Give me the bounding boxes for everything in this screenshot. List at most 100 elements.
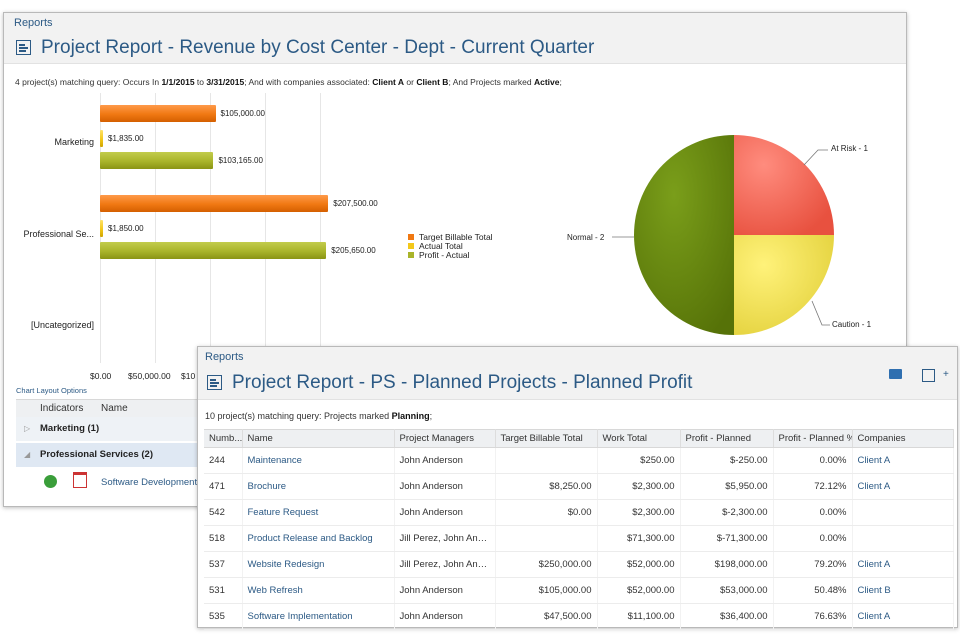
calendar-icon — [73, 472, 87, 488]
cell-managers: John Anderson — [394, 577, 496, 604]
cell-company[interactable]: Client A — [852, 603, 954, 630]
table-row[interactable]: 537 Website Redesign Jill Perez, John Ande… — [204, 551, 954, 578]
chart-x-tick-label: $50,000.00 — [128, 371, 171, 381]
cell-profit-pct: 76.63% — [773, 603, 853, 630]
cell-managers: Jill Perez, John Ander... — [394, 551, 496, 578]
column-profit-planned[interactable]: Profit - Planned — [680, 429, 774, 448]
row-name-link[interactable]: Software Development — [101, 477, 198, 488]
chart-gridline — [155, 93, 156, 363]
cell-name[interactable]: Product Release and Backlog — [242, 525, 395, 552]
chart-bar-label: $1,835.00 — [108, 134, 144, 143]
table-row[interactable]: Software Development — [16, 469, 904, 495]
column-project-managers[interactable]: Project Managers — [394, 429, 496, 448]
cell-number: 518 — [204, 525, 243, 552]
cell-company[interactable] — [852, 499, 954, 526]
cell-number: 537 — [204, 551, 243, 578]
chart-bar-label: $105,000.00 — [220, 109, 266, 118]
query-description: 10 project(s) matching query: Projects m… — [205, 411, 433, 421]
chart-bar-label: $205,650.00 — [331, 246, 376, 255]
cell-company[interactable]: Client B — [852, 577, 954, 604]
chart-gridline — [210, 93, 211, 363]
cell-profit-planned: $36,400.00 — [680, 603, 774, 630]
page-title: Project Report - PS - Planned Projects -… — [232, 372, 693, 393]
table-row[interactable]: 531 Web Refresh John Anderson $105,000.00 $5… — [204, 577, 954, 604]
cell-work-total: $52,000.00 — [597, 551, 681, 578]
column-number[interactable]: Numb... — [204, 429, 243, 448]
report-header — [198, 347, 957, 400]
cell-profit-planned: $-2,300.00 — [680, 499, 774, 526]
chart-bar[interactable] — [100, 152, 214, 169]
pie-label-normal: Normal - 2 — [567, 233, 605, 242]
cell-work-total: $250.00 — [597, 447, 681, 474]
table-row[interactable]: 535 Software Implementation John Anderson $… — [204, 603, 954, 630]
cell-number: 471 — [204, 473, 243, 500]
chart-bar-label: $1,850.00 — [108, 224, 144, 233]
cell-company[interactable]: Client A — [852, 551, 954, 578]
add-icon[interactable]: + — [943, 369, 949, 380]
group-label: Marketing (1) — [40, 423, 100, 434]
cell-name[interactable]: Maintenance — [242, 447, 395, 474]
pie-label-at-risk: At Risk - 1 — [831, 144, 868, 153]
page-title: Project Report - Revenue by Cost Center … — [41, 37, 595, 58]
pie-slice-normal[interactable] — [634, 135, 734, 335]
report-icon — [207, 375, 222, 390]
cell-name[interactable]: Web Refresh — [242, 577, 395, 604]
cell-target-billable — [495, 447, 598, 474]
chart-bar[interactable] — [100, 130, 103, 147]
report-panel-planned-profit: Reports Project Report - PS - Planned Pr… — [197, 346, 958, 630]
legend-item-profit: Profit - Actual — [408, 250, 493, 260]
cell-work-total: $2,300.00 — [597, 499, 681, 526]
column-name[interactable]: Name — [101, 403, 128, 414]
report-menu-icon[interactable] — [922, 369, 935, 382]
cell-number: 244 — [204, 447, 243, 474]
pie-chart — [612, 135, 834, 335]
table-row[interactable]: 471 Brochure John Anderson $8,250.00 $2,300.… — [204, 473, 954, 500]
cell-profit-pct: 0.00% — [773, 447, 853, 474]
projects-table: Numb... Name Project Managers Target Bil… — [204, 429, 954, 630]
cell-profit-pct: 0.00% — [773, 525, 853, 552]
table-row[interactable]: 244 Maintenance John Anderson $250.00 $-250.… — [204, 447, 954, 474]
cell-company[interactable]: Client A — [852, 447, 954, 474]
pie-slice-at-risk[interactable] — [734, 135, 834, 235]
status-indicator-icon — [44, 475, 57, 488]
table-row[interactable]: 542 Feature Request John Anderson $0.00 $2,3… — [204, 499, 954, 526]
cell-target-billable: $47,500.00 — [495, 603, 598, 630]
column-indicators[interactable]: Indicators — [40, 403, 84, 414]
chart-bar-label: $207,500.00 — [333, 199, 378, 208]
column-profit-planned-pct[interactable]: Profit - Planned % — [773, 429, 853, 448]
cell-profit-pct: 79.20% — [773, 551, 853, 578]
collapse-icon[interactable]: ◢ — [24, 450, 31, 459]
chart-bar[interactable] — [100, 195, 329, 212]
chart-x-tick-label: $0.00 — [90, 371, 112, 381]
breadcrumb-reports[interactable]: Reports — [205, 351, 244, 363]
chart-layout-options-link[interactable]: Chart Layout Options — [16, 386, 87, 395]
cell-name[interactable]: Brochure — [242, 473, 395, 500]
table-row[interactable]: 518 Product Release and Backlog Jill Perez… — [204, 525, 954, 552]
column-work-total[interactable]: Work Total — [597, 429, 681, 448]
cell-name[interactable]: Website Redesign — [242, 551, 395, 578]
cell-company[interactable] — [852, 525, 954, 552]
column-companies[interactable]: Companies — [852, 429, 954, 448]
chart-bar[interactable] — [100, 220, 103, 237]
chart-bar[interactable] — [100, 242, 327, 259]
column-name[interactable]: Name — [242, 429, 395, 448]
cell-profit-planned: $5,950.00 — [680, 473, 774, 500]
column-target-billable-total[interactable]: Target Billable Total — [495, 429, 598, 448]
chart-bar[interactable] — [100, 105, 216, 122]
expand-icon[interactable]: ▷ — [24, 424, 31, 433]
monitor-icon[interactable] — [889, 369, 902, 379]
cell-name[interactable]: Software Implementation — [242, 603, 395, 630]
cell-company[interactable]: Client A — [852, 473, 954, 500]
pie-slice-caution[interactable] — [734, 235, 834, 335]
cell-work-total: $11,100.00 — [597, 603, 681, 630]
cell-profit-planned: $53,000.00 — [680, 577, 774, 604]
cell-number: 535 — [204, 603, 243, 630]
cell-number: 542 — [204, 499, 243, 526]
cell-work-total: $52,000.00 — [597, 577, 681, 604]
breadcrumb-reports[interactable]: Reports — [14, 17, 53, 29]
chart-category-label: Professional Se... — [23, 229, 94, 239]
report-icon — [16, 40, 31, 55]
chart-bar-label: $103,165.00 — [218, 156, 263, 165]
cell-name[interactable]: Feature Request — [242, 499, 395, 526]
pie-leader-caution — [811, 300, 830, 326]
